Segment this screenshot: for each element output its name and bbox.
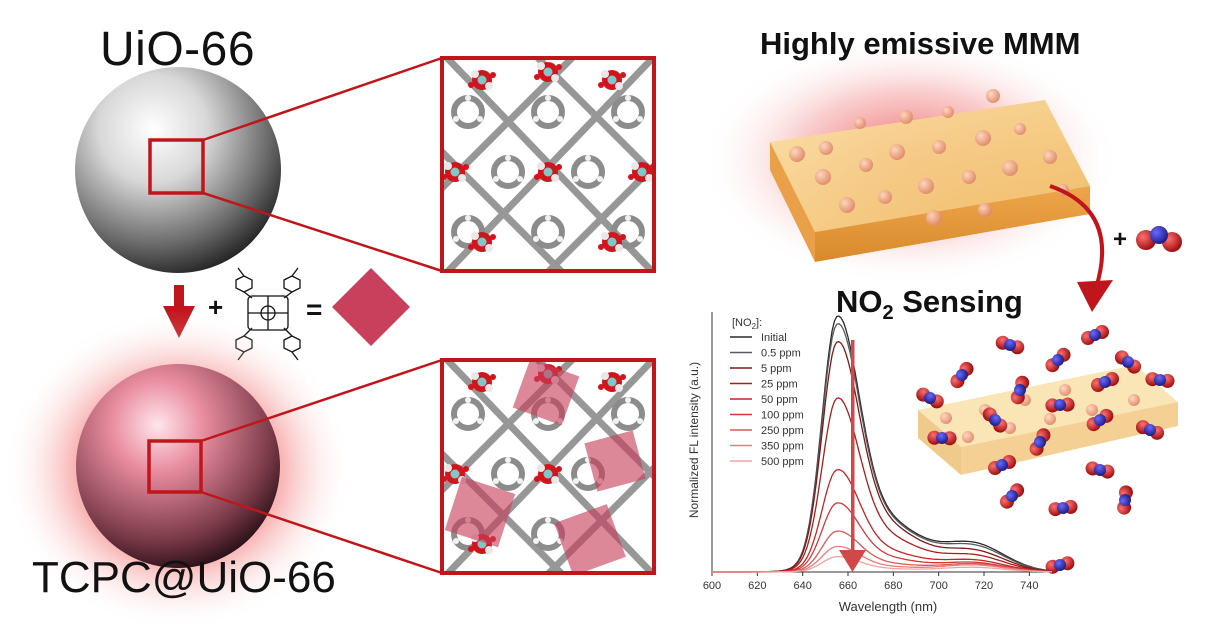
legend-entry: 25 ppm — [761, 379, 798, 391]
x-tick-label: 720 — [975, 580, 993, 592]
plus-sign: + — [208, 292, 224, 322]
legend-entry: 5 ppm — [761, 363, 792, 375]
legend-entry: 250 ppm — [761, 425, 804, 437]
sensing-title-subscript: 2 — [882, 302, 894, 325]
spectrum-line-500-ppm — [712, 555, 1052, 573]
plus-no2-sign: + — [1113, 226, 1128, 253]
mmm-membrane-slab — [770, 89, 1090, 262]
x-tick-label: 660 — [839, 580, 857, 592]
legend-entry: 350 ppm — [761, 441, 804, 453]
sensing-title-no: NO — [836, 284, 883, 319]
x-tick-label: 740 — [1020, 580, 1038, 592]
sensing-title-rest: Sensing — [893, 284, 1023, 319]
no2-molecule-icon — [1136, 226, 1182, 252]
legend-entry: 0.5 ppm — [761, 348, 801, 360]
zoom-line-bottom-lower — [200, 490, 443, 575]
zoom-line-bottom-upper — [200, 358, 443, 443]
intensity-arrow-shaft — [851, 340, 855, 552]
chart-xlabel: Wavelength (nm) — [839, 599, 938, 614]
legend-title: [NO2]: — [732, 317, 762, 331]
mmm-to-sensing-arrow — [1049, 184, 1105, 289]
mmm-to-sensing-arrowhead — [1077, 280, 1113, 312]
tcpc-uio66-sphere — [76, 364, 280, 568]
uio66-sphere — [75, 67, 281, 273]
legend-entry: Initial — [761, 332, 787, 344]
tcpc-zoom-square — [147, 439, 203, 494]
x-tick-label: 600 — [703, 580, 721, 592]
zoom-line-top-lower — [202, 191, 443, 273]
legend-entry: 500 ppm — [761, 456, 804, 468]
intensity-arrow-head — [839, 550, 866, 572]
no2-molecule-cloud — [916, 325, 1175, 574]
tcpc-framework-panel — [442, 360, 654, 573]
equals-sign: = — [306, 294, 323, 325]
legend-entry: 100 ppm — [761, 410, 804, 422]
uio66-label: UiO-66 — [100, 23, 256, 76]
uio66-zoom-square — [148, 138, 205, 195]
tcpc-diamond-marker — [332, 268, 410, 346]
x-tick-label: 620 — [748, 580, 766, 592]
x-tick-label: 680 — [884, 580, 902, 592]
x-tick-label: 700 — [929, 580, 947, 592]
tcpc-uio66-label: TCPC@UiO-66 — [32, 553, 336, 602]
down-arrow-shaft — [174, 285, 184, 307]
tcpc-framework-frame — [440, 358, 656, 575]
fl-spectrum-chart: 600 620 640 660 680 700 720 740 [NO2]:Initial 0.… — [687, 312, 1053, 614]
uio66-framework-panel — [442, 58, 654, 271]
mmm-title: Highly emissive MMM — [760, 26, 1081, 61]
legend-entry: 50 ppm — [761, 394, 798, 406]
no2-sensing-title: NO2 Sensing — [836, 284, 1023, 325]
x-tick-label: 640 — [793, 580, 811, 592]
uio66-framework-frame — [440, 56, 656, 273]
zoom-line-top-upper — [202, 56, 443, 142]
spectrum-line-100-ppm — [712, 502, 1053, 573]
chart-ylabel: Normalized FL intensity (a.u.) — [687, 362, 701, 518]
